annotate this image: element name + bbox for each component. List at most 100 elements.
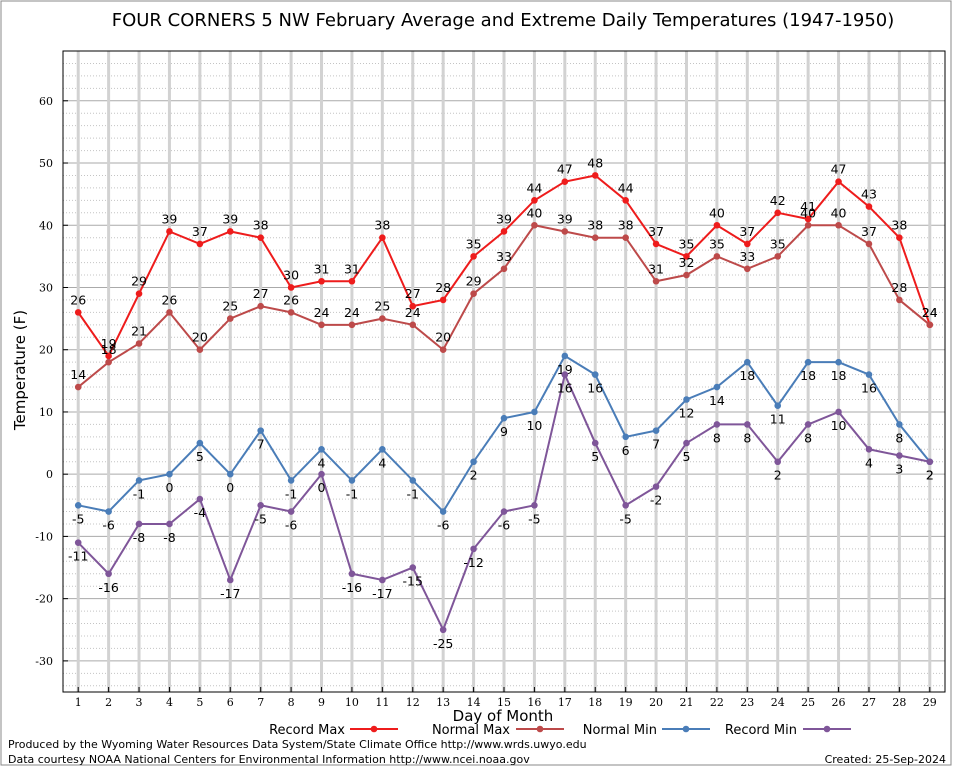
data-point — [348, 570, 356, 578]
data-point — [287, 508, 295, 515]
data-label: 0 — [165, 480, 173, 495]
y-tick-label: 30 — [39, 281, 53, 294]
data-label: 24 — [314, 305, 330, 320]
data-point — [470, 253, 477, 260]
data-point — [409, 321, 417, 329]
data-point — [379, 234, 386, 241]
y-tick-label: 20 — [39, 344, 53, 357]
data-point — [470, 545, 477, 553]
data-point — [318, 321, 325, 329]
data-label: 8 — [895, 430, 903, 445]
data-point — [439, 346, 447, 354]
data-point — [652, 240, 660, 248]
data-label: 5 — [683, 449, 691, 464]
data-label: -15 — [403, 574, 423, 589]
legend-entry-normal-min: Normal Min — [583, 723, 710, 738]
x-tick-label: 20 — [649, 696, 663, 709]
data-point — [135, 477, 143, 484]
data-label: 18 — [831, 368, 847, 383]
data-point — [166, 520, 173, 528]
plot-grid — [63, 50, 945, 692]
data-point — [500, 414, 508, 422]
data-label: 8 — [713, 430, 721, 445]
data-label: 28 — [891, 280, 907, 295]
data-label: 27 — [405, 286, 421, 301]
x-tick-label: 16 — [527, 696, 541, 709]
x-tick-label: 27 — [862, 696, 876, 709]
data-label: -1 — [133, 486, 145, 501]
data-point — [865, 240, 873, 248]
data-point — [591, 371, 599, 378]
legend-marker — [682, 725, 690, 733]
data-point — [105, 358, 112, 366]
data-label: 38 — [891, 218, 907, 233]
data-label: 37 — [739, 224, 755, 239]
data-point — [166, 309, 173, 316]
data-point — [561, 228, 569, 235]
data-point — [318, 277, 325, 285]
x-tick-label: 26 — [832, 696, 846, 709]
data-point — [135, 340, 143, 347]
x-tick-label: 2 — [105, 696, 112, 709]
data-label: 7 — [652, 437, 660, 452]
data-point — [865, 371, 873, 378]
data-label: 38 — [374, 218, 390, 233]
legend: Record Max Normal Max Normal Min Record Min — [269, 723, 851, 738]
data-point — [804, 221, 812, 229]
data-point — [135, 520, 143, 528]
x-tick-label: 14 — [467, 696, 481, 709]
data-label: 38 — [618, 218, 634, 233]
data-label: 4 — [865, 455, 873, 470]
data-point — [865, 203, 873, 210]
footer-created: Created: 25-Sep-2024 — [824, 753, 946, 766]
data-point — [166, 228, 173, 235]
data-point — [226, 470, 234, 478]
data-point — [409, 302, 417, 310]
data-point — [531, 197, 538, 204]
data-point — [409, 477, 417, 484]
data-label: 39 — [222, 211, 238, 226]
legend-marker — [823, 725, 831, 733]
y-axis-ticks: -30 -20 -10 0 10 20 30 40 50 60 — [35, 95, 68, 668]
data-label: 24 — [922, 305, 938, 320]
data-point — [196, 495, 204, 503]
data-point — [774, 253, 782, 260]
data-label: 16 — [587, 381, 603, 396]
data-label: 11 — [770, 412, 786, 427]
data-point — [74, 309, 82, 316]
data-point — [926, 458, 934, 466]
data-point — [74, 502, 82, 509]
data-label: 44 — [526, 180, 542, 195]
data-point — [652, 277, 660, 285]
data-label: 39 — [557, 211, 573, 226]
data-label: 27 — [253, 286, 269, 301]
data-point — [287, 477, 295, 484]
legend-marker — [536, 725, 544, 733]
data-point — [348, 477, 356, 484]
data-point — [804, 215, 812, 223]
data-label: -17 — [372, 586, 392, 601]
y-tick-label: 60 — [39, 95, 53, 108]
data-label: 4 — [318, 455, 326, 470]
data-label: 19 — [101, 336, 117, 351]
data-label: 37 — [861, 224, 877, 239]
data-point — [896, 234, 903, 241]
data-label: 39 — [496, 211, 512, 226]
data-point — [226, 315, 234, 322]
data-label: 38 — [253, 218, 269, 233]
data-point — [74, 383, 82, 391]
data-label: 35 — [466, 236, 482, 251]
y-tick-label: 10 — [39, 406, 53, 419]
data-label: 33 — [496, 249, 512, 264]
data-label: 37 — [192, 224, 208, 239]
x-tick-label: 22 — [710, 696, 724, 709]
series-normal-max: 14 18 21 26 20 25 27 26 24 24 25 24 20 29 33 40 39 38 38 31… — [70, 205, 938, 391]
data-point — [896, 421, 903, 428]
data-label: 38 — [587, 218, 603, 233]
data-label: 32 — [679, 255, 695, 270]
data-label: 8 — [804, 430, 812, 445]
y-axis-label: Temperature (F) — [11, 310, 29, 431]
